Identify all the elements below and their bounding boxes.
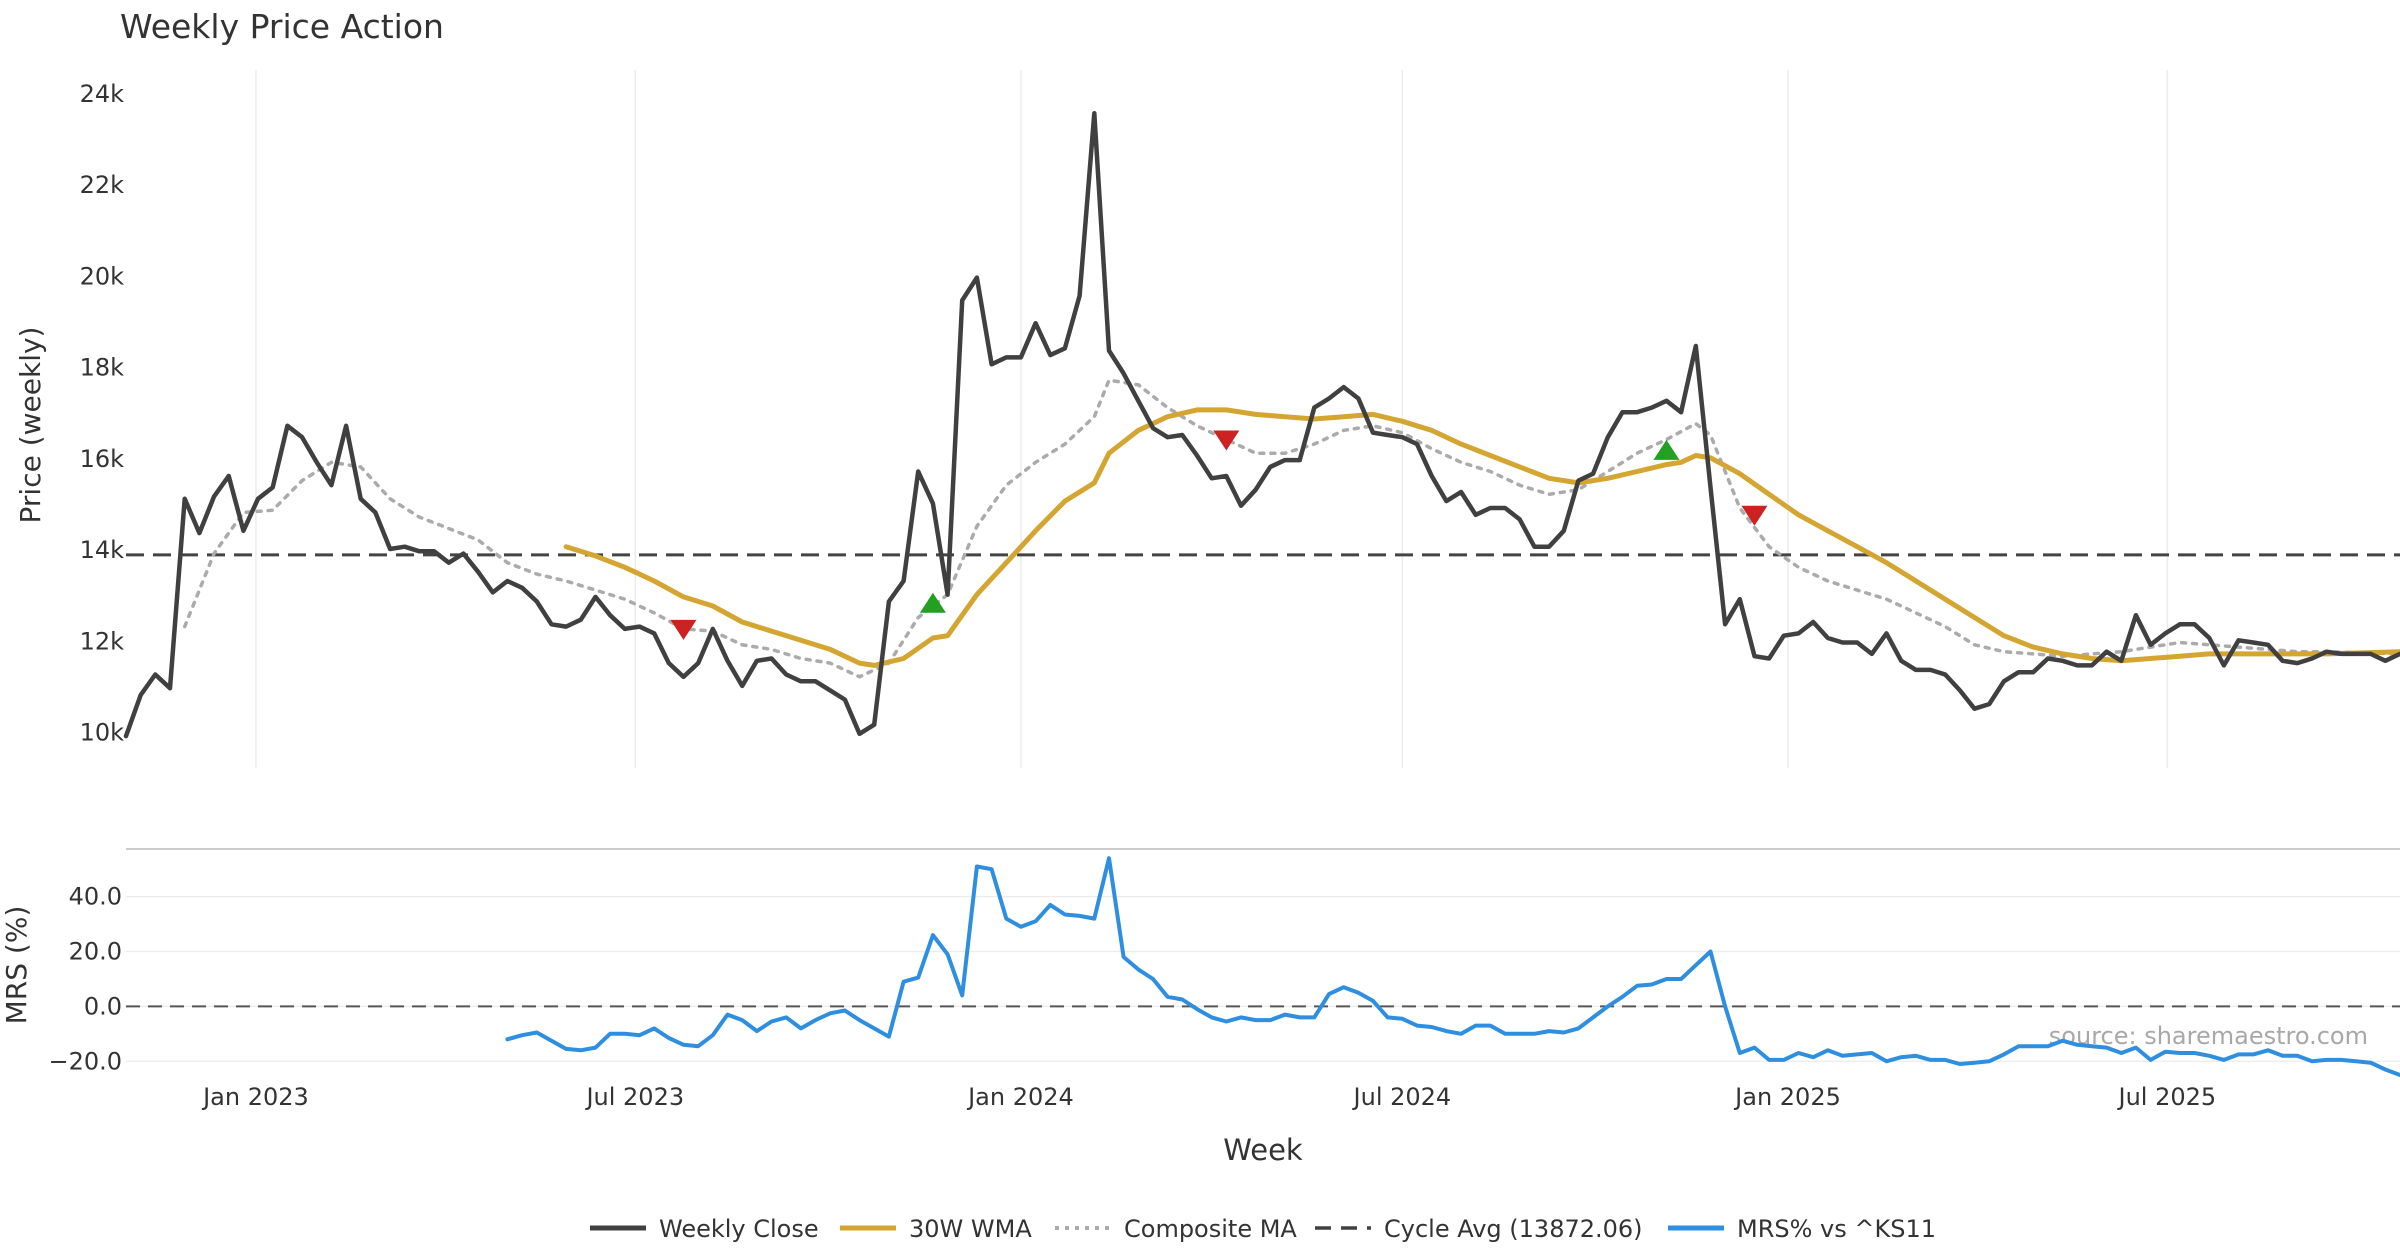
legend-label: MRS% vs ^KS11 — [1737, 1215, 1936, 1243]
legend-label: Weekly Close — [659, 1215, 819, 1243]
price-y-tick-label: 10k — [80, 719, 125, 747]
mrs-y-tick-label: 0.0 — [84, 992, 122, 1020]
wma-30w-line — [563, 407, 2400, 668]
price-y-tick-label: 14k — [80, 536, 125, 564]
sell-signal-marker — [1213, 430, 1240, 451]
x-tick-label: Jul 2025 — [2117, 1083, 2217, 1111]
price-y-tick-label: 24k — [80, 80, 125, 108]
x-tick-label: Jul 2024 — [1352, 1083, 1452, 1111]
x-tick-label: Jan 2025 — [1733, 1083, 1841, 1111]
mrs-y-tick-label: 40.0 — [69, 883, 122, 911]
buy-signal-marker — [919, 592, 946, 613]
mrs-y-axis-label: MRS (%) — [0, 906, 33, 1025]
price-y-axis-label: Price (weekly) — [14, 327, 47, 524]
weekly-close-line — [123, 111, 2400, 739]
buy-signal-marker — [1653, 439, 1680, 460]
price-y-tick-label: 22k — [80, 171, 125, 199]
chart-title: Weekly Price Action — [120, 7, 444, 46]
legend-label: 30W WMA — [909, 1215, 1032, 1243]
x-axis-label: Week — [1223, 1133, 1303, 1167]
x-tick-label: Jul 2023 — [584, 1083, 684, 1111]
sell-signal-marker — [1741, 505, 1768, 526]
price-y-tick-label: 18k — [80, 354, 125, 382]
mrs-y-tick-label: 20.0 — [69, 938, 122, 966]
composite-ma-line — [182, 378, 2400, 679]
x-tick-label: Jan 2024 — [966, 1083, 1074, 1111]
legend-label: Composite MA — [1124, 1215, 1297, 1243]
legend-label: Cycle Avg (13872.06) — [1384, 1215, 1643, 1243]
x-tick-label: Jan 2023 — [201, 1083, 309, 1111]
price-y-tick-label: 12k — [80, 627, 125, 655]
price-y-tick-label: 20k — [80, 262, 125, 290]
sell-signal-marker — [670, 619, 697, 640]
mrs-line — [505, 856, 2400, 1077]
mrs-y-tick-label: −20.0 — [48, 1047, 122, 1075]
price-y-tick-label: 16k — [80, 445, 125, 473]
